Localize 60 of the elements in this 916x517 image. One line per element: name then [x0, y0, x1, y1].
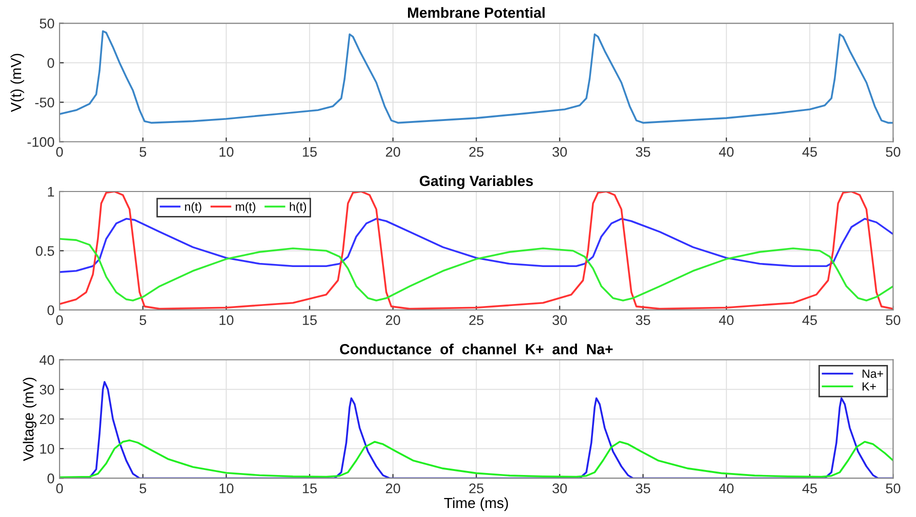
x-tick-label: 15 — [302, 147, 317, 157]
x-tick-label: 30 — [552, 146, 567, 157]
legend-label: m(t) — [236, 202, 256, 214]
y-tick-label: 0 — [48, 305, 54, 316]
line-series — [60, 218, 894, 273]
x-tick-label: 45 — [802, 147, 817, 157]
x-tick-label: 50 — [886, 483, 900, 494]
y-tick-label: 1 — [48, 186, 54, 197]
x-tick-label: 10 — [220, 315, 234, 326]
x-tick-label: 35 — [636, 146, 650, 157]
y-axis-title: Voltage (mV) — [22, 378, 36, 462]
y-tick-label: 0 — [48, 58, 54, 68]
y-tick-label: 0.5 — [36, 246, 54, 256]
x-tick-label: 20 — [386, 483, 400, 494]
x-tick-label: 10 — [220, 483, 234, 494]
x-tick-label: 10 — [220, 146, 234, 157]
x-tick-label: 15 — [302, 315, 317, 326]
legend-label: Na+ — [862, 370, 884, 378]
y-tick-label: 10 — [40, 444, 54, 454]
x-tick-label: 20 — [386, 146, 400, 157]
x-tick-label: 40 — [718, 315, 734, 326]
x-tick-label: 30 — [552, 315, 567, 326]
x-axis-title: Time (ms) — [444, 497, 508, 512]
legend-label: h(t) — [290, 202, 306, 214]
legend-label: K+ — [862, 382, 876, 391]
x-tick-label: 15 — [302, 484, 317, 494]
chart-title: Membrane Potential — [408, 7, 545, 18]
x-tick-label: 35 — [636, 483, 650, 494]
line-series — [60, 192, 894, 310]
x-tick-label: 45 — [802, 484, 817, 494]
x-tick-label: 20 — [386, 315, 400, 326]
x-tick-label: 25 — [469, 483, 484, 494]
x-tick-label: 30 — [552, 483, 567, 494]
x-tick-label: 5 — [140, 315, 146, 326]
line-series — [60, 30, 894, 124]
legend-label: n(t) — [185, 202, 202, 214]
y-axis-title: V(t) (mV) — [10, 54, 24, 112]
y-tick-label: 40 — [40, 355, 54, 365]
chart-title: Conductance of channel K+ and Na+ — [340, 344, 613, 354]
y-tick-label: -50 — [35, 98, 54, 108]
y-tick-label: -100 — [28, 137, 54, 147]
x-tick-label: 35 — [636, 315, 650, 326]
x-tick-label: 40 — [718, 146, 734, 157]
line-series — [60, 238, 894, 302]
x-tick-label: 5 — [140, 484, 146, 494]
x-tick-label: 50 — [886, 315, 900, 326]
x-tick-label: 45 — [802, 315, 817, 326]
x-tick-label: 0 — [56, 315, 63, 326]
x-tick-label: 40 — [718, 483, 734, 494]
y-tick-label: 20 — [40, 414, 54, 424]
chart-title: Gating Variables — [420, 175, 533, 190]
x-tick-label: 25 — [469, 315, 484, 326]
x-tick-label: 0 — [56, 483, 63, 494]
x-tick-label: 50 — [886, 146, 900, 157]
y-tick-label: 50 — [40, 18, 54, 28]
y-tick-label: 30 — [40, 384, 54, 395]
x-tick-label: 25 — [469, 146, 484, 157]
y-tick-label: 0 — [48, 474, 54, 484]
x-tick-label: 5 — [140, 147, 146, 157]
x-tick-label: 0 — [56, 146, 63, 157]
